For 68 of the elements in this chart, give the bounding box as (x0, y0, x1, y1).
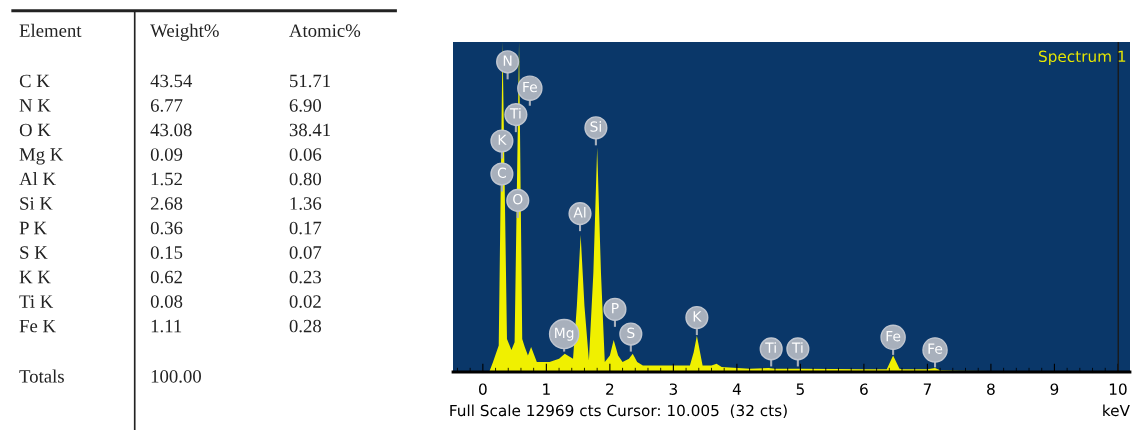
text: 51.71 (290, 74, 331, 88)
x-tick-label: 0 (479, 383, 487, 395)
text: 0.23 (289, 270, 322, 284)
annotation: K (498, 134, 507, 145)
text: 0.36 (150, 221, 183, 235)
text: Fe K (19, 319, 56, 333)
annotation: Ti (509, 107, 521, 119)
text: 1.36 (290, 197, 322, 210)
x-tick-label: 7 (923, 383, 931, 395)
x-tick-label: 8 (987, 383, 995, 395)
text: P K (19, 221, 47, 235)
text: N K (19, 99, 51, 112)
text: Mg K (19, 148, 64, 165)
x-tick-label: 3 (669, 383, 678, 395)
annotation: O (513, 193, 523, 205)
text: Ti K (19, 295, 54, 308)
text: C K (19, 74, 50, 88)
text: 43.08 (150, 123, 192, 137)
text: 0.09 (150, 148, 183, 161)
annotation: Fe (928, 343, 943, 354)
annotation: Al (573, 206, 586, 218)
annotation: Mg (555, 327, 574, 341)
x-tick-label: 5 (796, 383, 804, 395)
x-tick-label: 9 (1050, 383, 1059, 395)
annotation: Ti (765, 342, 776, 353)
text: Al K (19, 172, 56, 186)
text: Totals (19, 369, 64, 383)
text: 0.28 (289, 319, 322, 333)
text: 0.62 (150, 270, 182, 284)
text: 100.00 (151, 370, 201, 383)
annotation: Ti (791, 342, 803, 353)
annotation: Fe (886, 331, 901, 342)
text: 0.17 (289, 221, 322, 235)
text: 38.41 (289, 123, 331, 137)
annotation: Fe (523, 81, 537, 93)
text: 0.08 (150, 295, 183, 308)
text: Full Scale 12969 cts Cursor: 10.005 (32 cts) (450, 404, 787, 419)
text: 1.52 (151, 172, 182, 186)
text: Weight% (150, 23, 219, 41)
x-tick-label: 1 (543, 383, 550, 395)
x-tick-label: 2 (606, 383, 614, 395)
text: 6.90 (289, 99, 322, 112)
text: 0.02 (289, 295, 321, 308)
text: O K (19, 123, 51, 137)
text: 0.06 (289, 148, 322, 161)
annotation: Si (590, 121, 601, 132)
text: 0.15 (150, 246, 183, 259)
text: 6.77 (150, 99, 183, 112)
annotation: K (693, 311, 702, 322)
text: Atomic% (289, 24, 361, 37)
annotation: N (503, 55, 512, 66)
text: 0.07 (289, 246, 322, 259)
annotation: Spectrum 1 (1039, 50, 1126, 66)
x-tick-label: 10 (1109, 383, 1127, 395)
text: 1.11 (151, 319, 182, 333)
x-tick-label: 6 (860, 383, 868, 395)
annotation: C (497, 167, 506, 179)
annotation: P (612, 303, 619, 314)
annotation: S (627, 327, 635, 339)
x-tick-label: 4 (732, 383, 741, 395)
x-axis-title: keV (1103, 404, 1130, 417)
text: 0.80 (289, 172, 322, 186)
text: Element (19, 23, 82, 37)
text: K K (19, 270, 51, 284)
text: Si K (20, 197, 53, 210)
text: 2.68 (150, 197, 183, 210)
text: S K (20, 246, 48, 259)
text: 43.54 (150, 74, 193, 88)
